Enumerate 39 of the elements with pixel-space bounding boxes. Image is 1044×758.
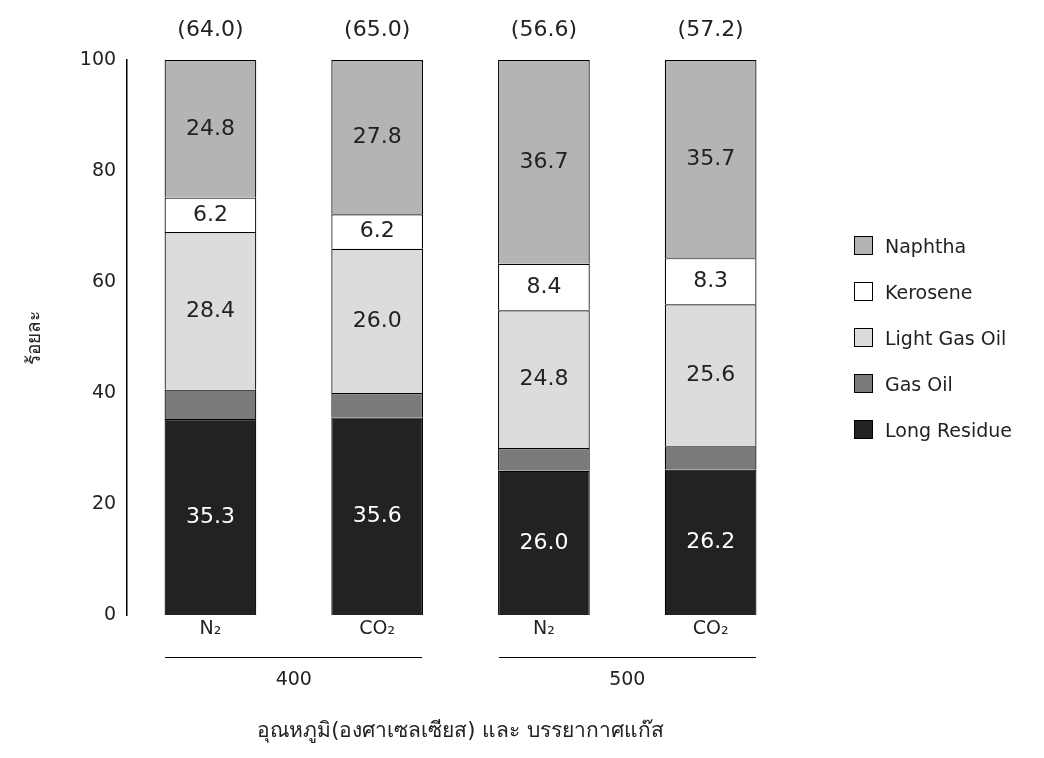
data-label: 26.0 (519, 528, 569, 554)
x-tick-label: N₂ (532, 616, 555, 639)
text: (57.2) (677, 15, 744, 41)
y-axis-title: ร้อยละ (22, 310, 45, 365)
data-label: 24.8 (185, 114, 235, 140)
text: 400 (274, 667, 313, 689)
legend-label: Light Gas Oil (885, 326, 1007, 349)
x-tick-label: CO₂ (359, 616, 396, 639)
legend-label: Long Residue (885, 418, 1013, 441)
text: (56.6) (510, 15, 577, 41)
text: Kerosene (885, 280, 973, 303)
legend-label: Naphtha (885, 234, 967, 257)
text: (64.0) (177, 15, 244, 41)
data-label: 6.2 (359, 217, 395, 243)
data-label: 35.3 (185, 502, 235, 528)
data-label: 25.6 (686, 360, 736, 386)
data-label: 8.3 (693, 266, 729, 292)
data-label: 8.4 (526, 272, 562, 298)
data-label: 24.8 (519, 364, 569, 390)
text: (65.0) (344, 15, 411, 41)
y-tick-label: 60 (91, 268, 117, 291)
x-axis-title: อุณหภูมิ(องศาเซลเซียส) และ บรรยากาศแก๊ส (257, 717, 664, 743)
data-label: 36.7 (519, 147, 569, 173)
y-tick-label: 40 (91, 379, 117, 402)
data-label: 35.6 (352, 501, 402, 527)
y-tick-label: 100 (79, 46, 117, 69)
data-label: 26.2 (686, 528, 736, 554)
x-tick-label: CO₂ (692, 616, 729, 639)
data-label: 35.7 (686, 144, 736, 170)
data-label: 6.2 (192, 200, 228, 226)
legend-label: Gas Oil (885, 372, 953, 395)
data-label: 26.0 (352, 306, 402, 332)
y-tick-label: 20 (91, 490, 117, 513)
data-label: 28.4 (185, 296, 235, 322)
text: 500 (608, 667, 647, 689)
y-tick-label: 80 (91, 157, 117, 180)
x-tick-label: N₂ (199, 616, 222, 639)
y-tick-label: 0 (103, 601, 117, 624)
data-label: 27.8 (352, 122, 402, 148)
